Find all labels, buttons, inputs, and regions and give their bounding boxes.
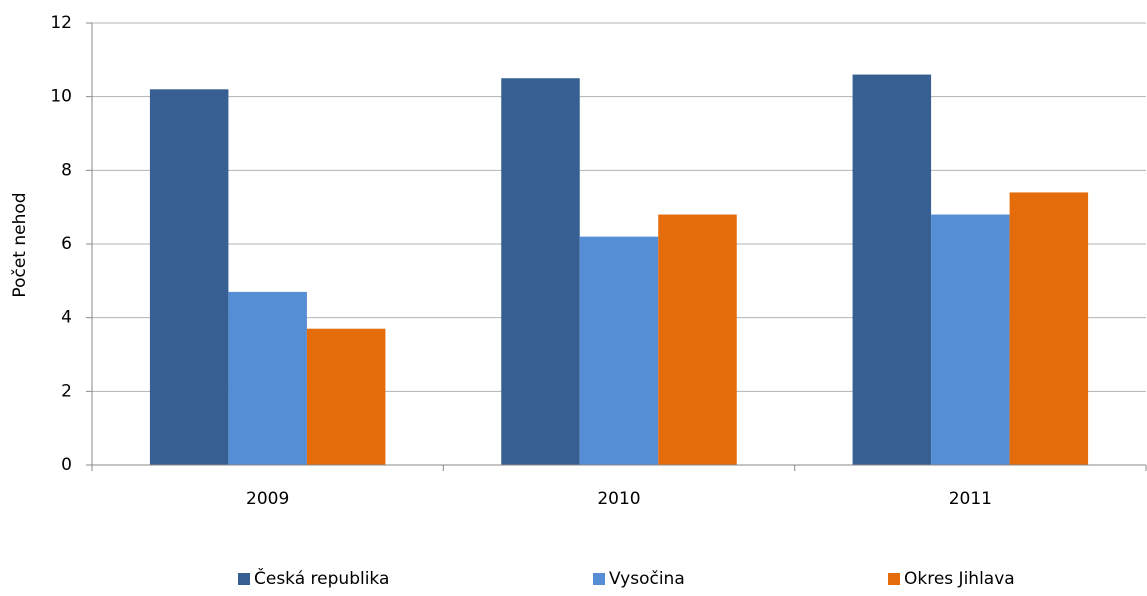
bar <box>1009 192 1089 465</box>
bar <box>931 214 1010 465</box>
y-tick-label: 10 <box>50 87 72 107</box>
x-tick-label: 2010 <box>597 489 640 509</box>
y-tick-label: 4 <box>61 308 72 328</box>
legend-label: Vysočina <box>609 569 685 589</box>
bar <box>149 89 229 466</box>
bar <box>579 236 659 465</box>
bar <box>658 214 737 465</box>
bar <box>501 78 580 465</box>
legend-label: Česká republika <box>254 567 389 589</box>
bar <box>852 74 932 466</box>
bar <box>306 328 386 465</box>
x-tick-label: 2011 <box>949 489 992 509</box>
y-tick-label: 2 <box>61 381 72 401</box>
y-tick-label: 8 <box>61 160 72 180</box>
y-tick-label: 12 <box>50 13 72 33</box>
legend-swatch <box>593 573 605 585</box>
x-tick-label: 2009 <box>246 489 289 509</box>
legend-swatch <box>238 573 250 585</box>
y-tick-label: 6 <box>61 234 72 254</box>
legend-label: Okres Jihlava <box>904 569 1015 589</box>
y-tick-label: 0 <box>61 455 72 475</box>
legend-swatch <box>888 573 900 585</box>
y-axis-label: Počet nehod <box>10 192 30 297</box>
bar <box>228 291 307 465</box>
